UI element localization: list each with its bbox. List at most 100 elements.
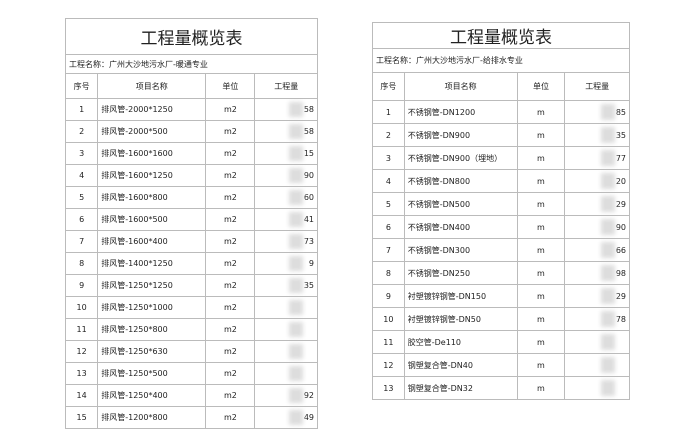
quantity	[564, 330, 630, 354]
quantity: 90	[564, 215, 630, 239]
quantity: 92	[254, 384, 318, 407]
blurred-value	[289, 102, 303, 117]
item-name: 排风管-1250*500	[97, 362, 207, 385]
row-index: 5	[64, 186, 99, 209]
blurred-value	[601, 173, 615, 189]
blurred-value	[601, 357, 615, 373]
quantity: 9	[254, 252, 318, 275]
unit: m2	[205, 98, 256, 121]
data-row: 11 胶空管-De110 m	[372, 330, 630, 354]
data-row: 7 不锈钢管-DN300 m 66	[372, 238, 630, 262]
quantity: 77	[564, 146, 630, 170]
unit: m2	[205, 208, 256, 231]
data-row: 13 排风管-1250*500 m2	[64, 362, 318, 385]
unit: m2	[205, 296, 256, 319]
item-name: 排风管-1250*1000	[97, 296, 207, 319]
blurred-value	[289, 278, 303, 293]
quantity-digits: 35	[303, 281, 314, 290]
header-cell: 序号	[372, 72, 405, 101]
item-name: 排风管-1250*800	[97, 318, 207, 341]
row-index: 9	[372, 284, 405, 308]
data-row: 5 排风管-1600*800 m2 60	[64, 186, 318, 209]
unit: m2	[205, 186, 256, 209]
quantity-digits: 78	[615, 314, 626, 324]
unit: m	[516, 192, 566, 216]
data-row: 8 不锈钢管-DN250 m 98	[372, 261, 630, 285]
unit: m2	[205, 384, 256, 407]
blurred-value	[289, 212, 303, 227]
blurred-value	[601, 334, 615, 350]
data-row: 9 排风管-1250*1250 m2 35	[64, 274, 318, 297]
row-index: 1	[372, 100, 405, 124]
blurred-value	[289, 168, 303, 183]
blurred-value	[601, 380, 615, 396]
blurred-value	[289, 322, 303, 337]
quantity-digits: 58	[303, 105, 314, 114]
data-row: 11 排风管-1250*800 m2	[64, 318, 318, 341]
unit: m	[516, 238, 566, 262]
item-name: 排风管-1250*1250	[97, 274, 207, 297]
quantity: 15	[254, 142, 318, 165]
unit: m	[516, 307, 566, 331]
blurred-value	[289, 234, 303, 249]
row-index: 12	[64, 340, 99, 363]
data-row: 2 排风管-2000*500 m2 58	[64, 120, 318, 143]
unit: m2	[205, 362, 256, 385]
header-cell: 项目名称	[97, 73, 207, 99]
quantity: 98	[564, 261, 630, 285]
quantity-digits: 92	[303, 391, 314, 400]
quantity-digits: 58	[303, 127, 314, 136]
data-row: 3 排风管-1600*1600 m2 15	[64, 142, 318, 165]
item-name: 胶空管-De110	[403, 330, 518, 354]
row-index: 7	[64, 230, 99, 253]
quantity-digits: 90	[615, 222, 626, 232]
header-row: 序号 项目名称 单位 工程量	[372, 72, 630, 101]
quantity	[254, 318, 318, 341]
blurred-value	[289, 256, 303, 271]
quantity: 73	[254, 230, 318, 253]
item-name: 钢塑复合管-DN32	[403, 376, 518, 400]
quantity	[254, 340, 318, 363]
blurred-value	[289, 366, 303, 381]
blurred-value	[289, 190, 303, 205]
project-name: 工程名称：广州大沙地污水厂-给排水专业	[372, 48, 630, 73]
data-row: 15 排风管-1200*800 m2 49	[64, 406, 318, 429]
blurred-value	[289, 300, 303, 315]
row-index: 11	[372, 330, 405, 354]
blurred-value	[601, 288, 615, 304]
quantity-digits: 35	[615, 130, 626, 140]
row-index: 8	[64, 252, 99, 275]
unit: m	[516, 330, 566, 354]
project-name: 工程名称：广州大沙地污水厂-暖通专业	[65, 54, 318, 74]
item-name: 不锈钢管-DN500	[403, 192, 518, 216]
header-cell: 工程量	[564, 72, 630, 101]
right-table: 工程量概览表 工程名称：广州大沙地污水厂-给排水专业 序号 项目名称 单位 工程量 1 不锈钢…	[372, 22, 630, 400]
data-row: 12 钢塑复合管-DN40 m	[372, 353, 630, 377]
blurred-value	[601, 242, 615, 258]
header-row: 序号 项目名称 单位 工程量	[64, 73, 318, 99]
item-name: 不锈钢管-DN300	[403, 238, 518, 262]
title: 工程量概览表	[65, 18, 318, 55]
item-name: 排风管-1200*800	[97, 406, 207, 429]
blurred-value	[601, 104, 615, 120]
quantity-digits: 66	[615, 245, 626, 255]
unit: m	[516, 376, 566, 400]
row-index: 12	[372, 353, 405, 377]
data-row: 6 不锈钢管-DN400 m 90	[372, 215, 630, 239]
item-name: 排风管-1600*1600	[97, 142, 207, 165]
item-name: 不锈钢管-DN900	[403, 123, 518, 147]
quantity-digits: 85	[615, 107, 626, 117]
item-name: 钢塑复合管-DN40	[403, 353, 518, 377]
quantity-digits: 29	[615, 199, 626, 209]
quantity: 78	[564, 307, 630, 331]
data-row: 9 衬塑镀锌钢管-DN150 m 29	[372, 284, 630, 308]
data-row: 3 不锈钢管-DN900（埋地） m 77	[372, 146, 630, 170]
row-index: 8	[372, 261, 405, 285]
blurred-value	[289, 146, 303, 161]
quantity-digits: 77	[615, 153, 626, 163]
row-index: 13	[64, 362, 99, 385]
row-index: 4	[372, 169, 405, 193]
quantity: 66	[564, 238, 630, 262]
quantity	[254, 296, 318, 319]
item-name: 不锈钢管-DN900（埋地）	[403, 146, 518, 170]
